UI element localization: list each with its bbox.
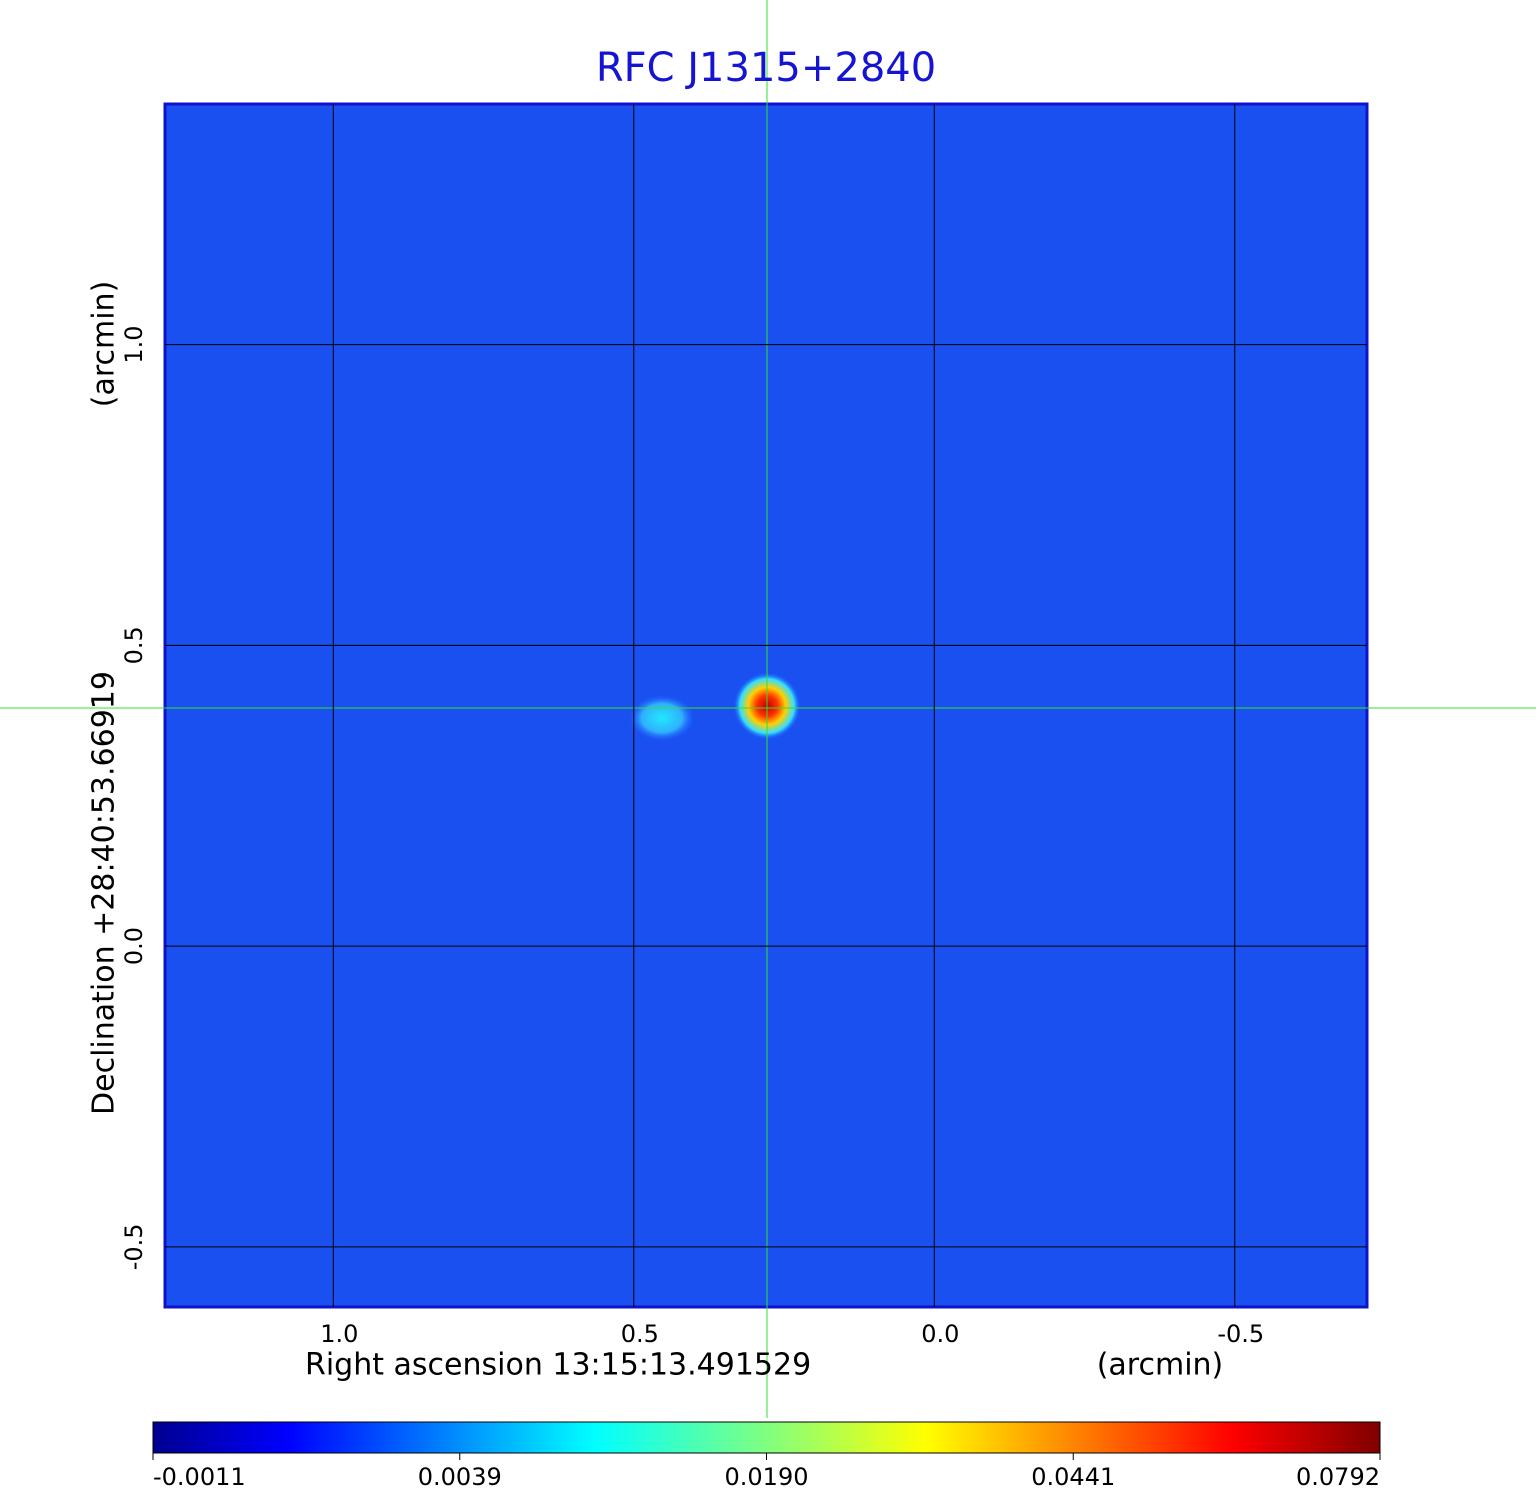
y-axis-label: Declination +28:40:53.66919 bbox=[87, 671, 122, 1115]
x-tick-label: -0.5 bbox=[1217, 1320, 1264, 1348]
colorbar-tick-label: 0.0441 bbox=[1031, 1463, 1115, 1491]
y-tick-label: -0.5 bbox=[120, 1223, 148, 1270]
colorbar-tick-label: -0.0011 bbox=[153, 1463, 246, 1491]
x-tick-label: 1.0 bbox=[320, 1320, 358, 1348]
secondary-source bbox=[628, 694, 696, 742]
colorbar-tick-label: 0.0792 bbox=[1296, 1463, 1380, 1491]
colorbar bbox=[152, 1421, 1381, 1454]
y-axis-unit: (arcmin) bbox=[87, 281, 122, 408]
x-tick-label: 0.0 bbox=[921, 1320, 959, 1348]
y-tick-label: 0.5 bbox=[120, 626, 148, 664]
colorbar-tick-label: 0.0039 bbox=[418, 1463, 502, 1491]
x-axis-label: Right ascension 13:15:13.491529 bbox=[305, 1348, 811, 1383]
y-tick-label: 1.0 bbox=[120, 326, 148, 364]
colorbar-tick-label: 0.0190 bbox=[725, 1463, 809, 1491]
y-tick-label: 0.0 bbox=[120, 927, 148, 965]
x-tick-label: 0.5 bbox=[621, 1320, 659, 1348]
chart-title: RFC J1315+2840 bbox=[596, 45, 936, 91]
x-axis-unit: (arcmin) bbox=[1097, 1348, 1224, 1383]
